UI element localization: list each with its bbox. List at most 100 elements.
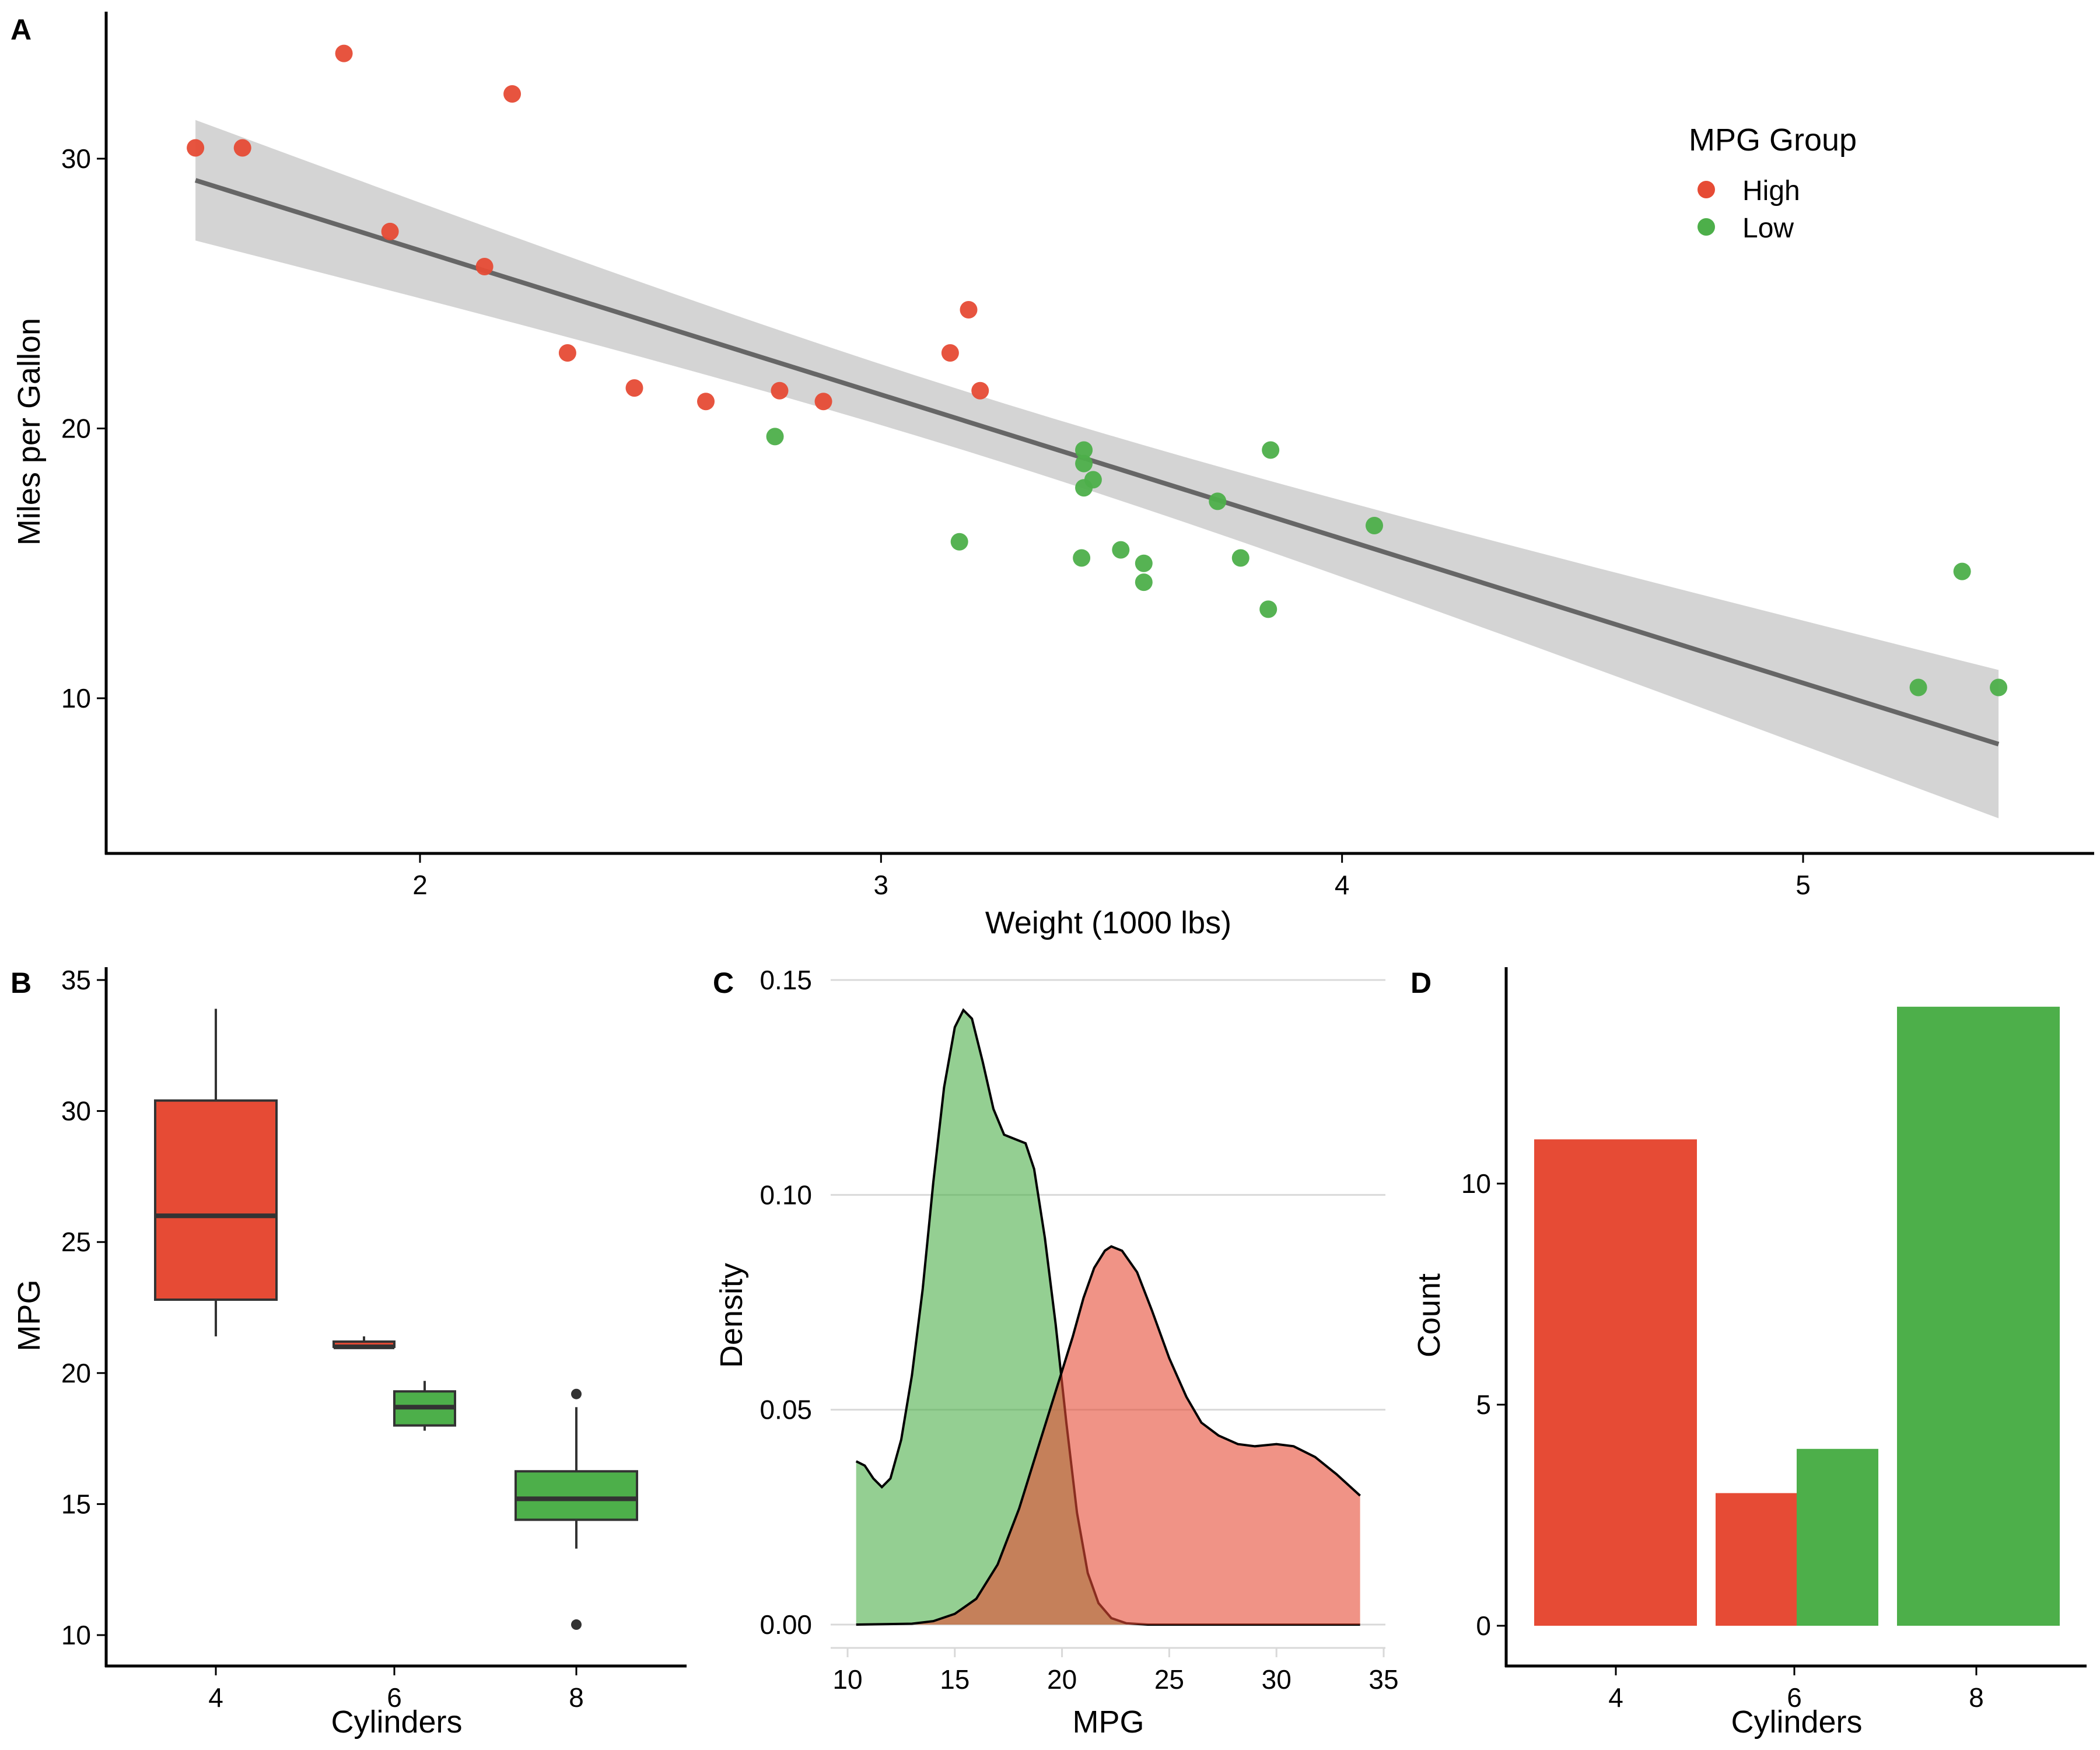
point-high	[475, 258, 494, 275]
point-low	[1990, 678, 2008, 696]
point-high	[503, 85, 522, 103]
point-low	[1135, 573, 1153, 592]
point-low	[1135, 554, 1153, 572]
panel-c-y-ticks: 0.00 0.05 0.10 0.15	[760, 965, 812, 1640]
panel-c-y-tick-label: 0.15	[760, 965, 812, 995]
panel-c-x-tick-label: 10	[832, 1664, 862, 1695]
panel-d-bar: D 4 6 8 0 5 10 Cylinders Count	[1410, 967, 2087, 1740]
panel-a-x-tick-label: 4	[1335, 870, 1350, 900]
point-low	[1073, 549, 1091, 567]
confidence-ribbon-layer	[195, 120, 1999, 818]
point-low	[1953, 562, 1971, 580]
panel-c-y-title: Density	[714, 1263, 749, 1368]
panel-c-density: C 10 15 20 25 30 35 0.00 0.05 0.10 0.15 MPG Dens…	[713, 965, 1399, 1740]
panel-c-x-tick-label: 25	[1154, 1664, 1184, 1695]
panel-a-x-ticks: 2 3 4 5	[412, 853, 1811, 900]
point-low	[1075, 479, 1093, 497]
panel-b-x-ticks: 4 6 8	[208, 1666, 584, 1713]
confidence-ribbon	[195, 120, 1999, 818]
panel-b-y-tick-label: 20	[61, 1358, 91, 1388]
legend-high-label: High	[1742, 176, 1800, 206]
point-high	[558, 344, 576, 362]
density-area-high	[856, 1246, 1360, 1625]
panel-d-y-tick-label: 10	[1461, 1168, 1491, 1199]
panel-d-y-tick-label: 5	[1476, 1390, 1491, 1420]
panel-d-y-tick-label: 0	[1476, 1611, 1491, 1641]
point-low	[1231, 549, 1250, 567]
panel-b-boxplot: B 4 6 8 10 15 20 25 30 35 Cylinders MPG	[10, 965, 687, 1740]
point-low	[1259, 600, 1278, 618]
panel-b-y-tick-label: 35	[61, 965, 91, 995]
panel-b-y-tick-label: 30	[61, 1096, 91, 1126]
bar-6-low	[1797, 1448, 1878, 1626]
point-high	[381, 222, 399, 240]
boxplot-layer	[154, 1009, 638, 1630]
panel-a-x-tick-label: 2	[412, 870, 428, 900]
panel-d-x-ticks: 4 6 8	[1608, 1666, 1984, 1713]
panel-d-x-title: Cylinders	[1731, 1704, 1862, 1740]
point-low	[1075, 454, 1093, 473]
point-low	[1365, 517, 1383, 534]
point-high	[960, 301, 978, 318]
regression-line-layer	[194, 178, 2000, 747]
panel-c-y-tick-label: 0.05	[760, 1395, 812, 1425]
panel-a-x-tick-label: 5	[1796, 870, 1811, 900]
point-high	[971, 382, 989, 400]
bar-8-low	[1897, 1006, 2060, 1626]
panel-d-x-tick-label: 8	[1969, 1682, 1984, 1713]
panel-b-y-tick-label: 15	[61, 1489, 91, 1519]
panel-c-x-tick-label: 20	[1047, 1664, 1077, 1695]
point-high	[771, 382, 789, 400]
box-8-low	[514, 1470, 638, 1521]
bar-layer	[1534, 1006, 2060, 1626]
panel-d-y-ticks: 0 5 10	[1461, 1168, 1506, 1641]
legend-low-swatch	[1698, 218, 1715, 236]
panel-c-x-tick-label: 35	[1368, 1664, 1398, 1695]
point-high	[814, 393, 832, 411]
panel-b-x-tick-label: 8	[569, 1682, 584, 1713]
bar-4-high	[1534, 1139, 1697, 1626]
panel-b-x-tick-label: 4	[208, 1682, 223, 1713]
panel-a-y-tick-label: 30	[61, 144, 91, 174]
density-area-low	[856, 1010, 1360, 1625]
panel-a-x-title: Weight (1000 lbs)	[985, 905, 1231, 940]
legend: MPG Group High Low	[1689, 123, 1857, 244]
legend-title: MPG Group	[1689, 123, 1857, 158]
point-low	[766, 428, 784, 446]
panel-a-tag: A	[10, 13, 32, 46]
panel-b-y-title: MPG	[12, 1279, 47, 1351]
panel-b-tag: B	[10, 967, 32, 999]
panel-d-x-tick-label: 4	[1608, 1682, 1623, 1713]
point-high	[941, 344, 959, 362]
point-high	[187, 139, 205, 157]
legend-high-swatch	[1698, 181, 1715, 198]
panel-a-y-tick-label: 20	[61, 414, 91, 444]
panel-d-x-tick-label: 6	[1787, 1682, 1802, 1713]
point-low	[1262, 441, 1280, 459]
panel-d-tag: D	[1410, 967, 1432, 999]
panel-c-tag: C	[713, 967, 734, 999]
panel-b-x-tick-label: 6	[387, 1682, 402, 1713]
point-high	[335, 44, 353, 62]
point-high	[625, 379, 643, 397]
point-low	[1909, 678, 1927, 696]
panel-a-y-tick-label: 10	[61, 683, 91, 713]
panel-c-y-tick-label: 0.00	[760, 1609, 812, 1640]
panel-b-y-tick-label: 25	[61, 1227, 91, 1257]
panel-b-y-ticks: 10 15 20 25 30 35	[61, 965, 106, 1650]
panel-a-x-tick-label: 3	[874, 870, 889, 900]
point-low	[1209, 492, 1227, 510]
panel-b-x-title: Cylinders	[331, 1704, 462, 1740]
point-low	[1112, 541, 1130, 559]
point-high	[233, 139, 251, 157]
panel-c-x-tick-label: 30	[1262, 1664, 1292, 1695]
scatter-points-layer	[187, 44, 2008, 696]
point-low	[950, 533, 968, 551]
panel-b-y-tick-label: 10	[61, 1620, 91, 1650]
outlier-point	[571, 1388, 582, 1399]
panel-a-scatter: A 2 3 4 5 10 20 30 Weight (1000 lbs) Miles pe…	[10, 12, 2094, 940]
point-low	[1075, 441, 1093, 459]
panel-c-x-ticks: 10 15 20 25 30 35	[832, 1648, 1399, 1695]
density-line-high	[856, 1245, 1361, 1626]
